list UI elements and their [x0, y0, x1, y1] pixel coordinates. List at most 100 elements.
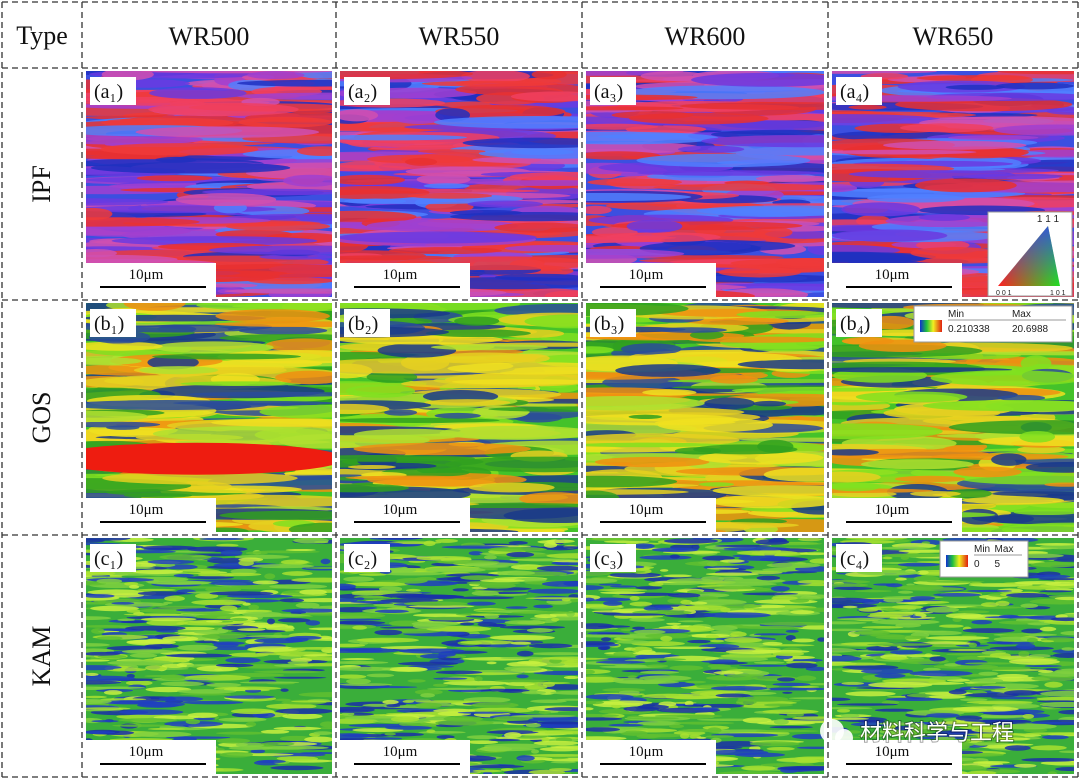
kam_legend-colorbar: [946, 555, 968, 567]
label-box: [590, 309, 636, 337]
grain: [586, 727, 620, 732]
grain: [398, 648, 466, 654]
grain: [486, 661, 497, 665]
grain: [275, 370, 332, 385]
grain: [135, 126, 320, 138]
grain: [663, 538, 719, 544]
grain: [858, 719, 885, 724]
grain: [96, 636, 123, 641]
grain: [264, 573, 276, 580]
gos_legend-max-label: Max: [1012, 309, 1031, 320]
grain: [340, 255, 452, 261]
grain: [215, 309, 330, 323]
grain: [511, 611, 577, 615]
grain: [224, 695, 275, 699]
grain: [917, 570, 929, 575]
grain: [897, 562, 940, 567]
grain: [698, 451, 824, 465]
grain: [344, 715, 404, 720]
grain: [703, 612, 771, 618]
grain: [541, 581, 578, 587]
grain: [382, 699, 399, 705]
grain: [785, 634, 796, 641]
grain: [777, 765, 824, 771]
grain: [984, 615, 1045, 619]
grain: [891, 605, 924, 610]
grain: [1039, 626, 1057, 632]
grain: [1046, 108, 1074, 115]
column-header: WR550: [419, 22, 500, 51]
grain: [137, 588, 176, 592]
grain: [973, 686, 1006, 689]
type-header: Type: [16, 21, 68, 50]
grain: [201, 633, 248, 639]
grain: [1018, 651, 1030, 657]
grain: [923, 667, 941, 672]
grain: [1036, 696, 1074, 702]
grain: [187, 712, 219, 718]
grain: [832, 621, 867, 625]
label-box: [836, 309, 882, 337]
grain: [910, 246, 997, 260]
grain: [1045, 581, 1074, 587]
scale-box: [340, 498, 470, 532]
grain: [195, 593, 219, 599]
grain: [91, 628, 105, 634]
grain: [833, 586, 873, 590]
grain: [586, 669, 595, 675]
grain: [489, 635, 555, 641]
micrograph: [340, 538, 578, 774]
grain: [877, 722, 925, 725]
grain: [961, 496, 1065, 505]
grain: [254, 638, 303, 644]
grain: [374, 609, 409, 613]
grain: [247, 646, 298, 653]
grain: [796, 746, 824, 749]
grain: [378, 586, 403, 592]
grain: [86, 686, 111, 690]
grain: [594, 456, 710, 468]
grain: [396, 594, 463, 600]
grain: [180, 381, 302, 387]
grain: [626, 717, 680, 720]
grain: [995, 82, 1074, 90]
grain: [340, 648, 383, 653]
grain: [1060, 630, 1074, 636]
grain: [133, 731, 192, 738]
grain: [112, 667, 147, 672]
grain: [436, 735, 455, 739]
grain: [340, 165, 412, 172]
grain: [395, 578, 428, 584]
grain: [632, 626, 646, 630]
grain: [910, 596, 936, 600]
scale-box: [340, 263, 470, 297]
grain: [633, 629, 666, 635]
grain: [516, 650, 534, 657]
scale-bar-label: 10μm: [383, 502, 418, 518]
grain: [971, 620, 993, 625]
grain: [340, 109, 379, 122]
grain: [412, 613, 468, 618]
grain: [466, 601, 496, 606]
grain: [836, 708, 851, 713]
grain: [586, 641, 616, 646]
grain: [845, 538, 908, 540]
grain: [283, 174, 332, 187]
grain: [1029, 574, 1071, 579]
grain: [340, 658, 375, 661]
grain: [196, 303, 332, 312]
grain: [550, 761, 577, 764]
grain: [443, 715, 484, 722]
grain: [86, 207, 113, 221]
grain: [144, 674, 182, 678]
grain: [137, 591, 186, 596]
grain: [657, 417, 773, 432]
grain: [156, 605, 214, 609]
grain: [350, 600, 394, 604]
grain: [144, 638, 163, 644]
grain: [238, 116, 332, 128]
grain: [948, 135, 1039, 141]
grain: [214, 321, 332, 328]
grain: [405, 588, 421, 592]
